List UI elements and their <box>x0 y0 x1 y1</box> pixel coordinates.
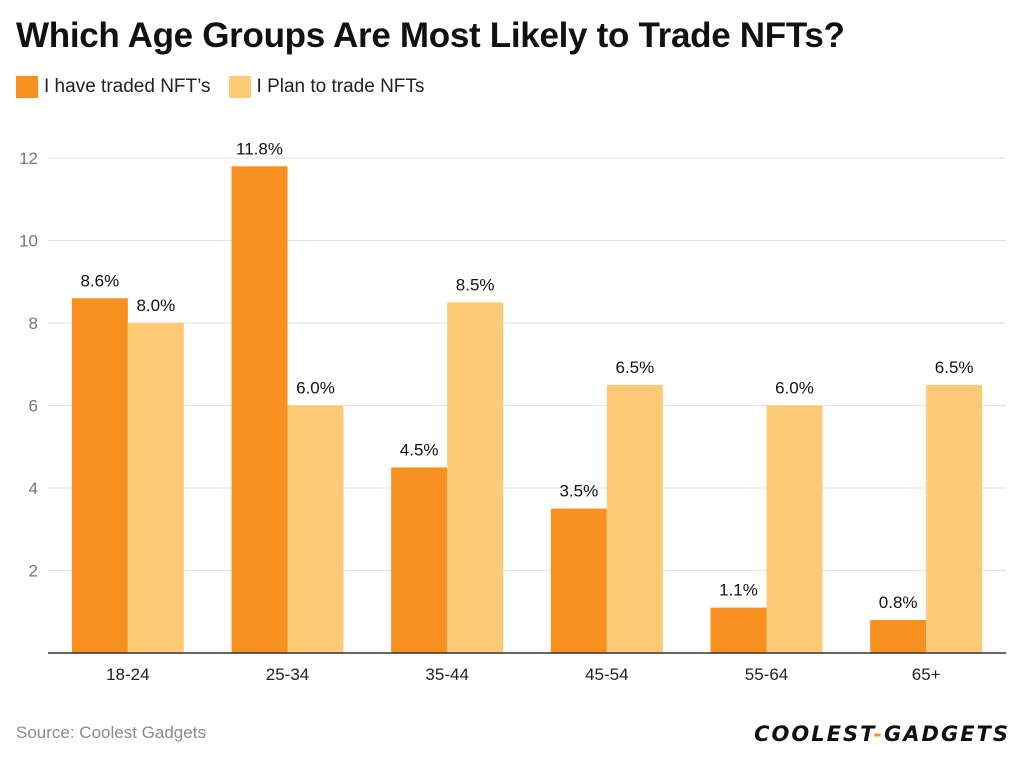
x-tick-label: 65+ <box>912 665 941 684</box>
data-label: 6.5% <box>615 358 654 377</box>
x-tick-label: 18-24 <box>106 665 149 684</box>
bar-plan <box>127 323 184 653</box>
logo-text-left: COOLEST <box>754 722 874 746</box>
y-tick-label: 12 <box>19 149 38 168</box>
legend-label-plan: I Plan to trade NFTs <box>256 76 425 97</box>
bar-plan <box>926 384 983 653</box>
y-tick-label: 6 <box>29 397 38 416</box>
data-label: 1.1% <box>719 581 758 600</box>
x-tick-label: 45-54 <box>585 665 628 684</box>
data-label: 6.5% <box>935 358 974 377</box>
data-label: 11.8% <box>236 139 283 158</box>
data-label: 8.5% <box>456 275 495 294</box>
x-tick-label: 35-44 <box>425 665 468 684</box>
data-label: 6.0% <box>775 379 814 398</box>
data-label: 4.5% <box>400 440 439 459</box>
logo-separator: - <box>873 722 885 746</box>
data-label: 8.0% <box>136 296 175 315</box>
chart-title: Which Age Groups Are Most Likely to Trad… <box>16 16 845 55</box>
legend-label-traded: I have traded NFT’s <box>44 76 211 97</box>
y-tick-label: 10 <box>19 232 38 251</box>
legend-item-plan: I Plan to trade NFTs <box>228 76 425 98</box>
y-tick-label: 8 <box>29 314 38 333</box>
legend-item-traded: I have traded NFT’s <box>16 76 211 98</box>
logo-text-right: GADGETS <box>884 722 1010 746</box>
x-tick-label: 55-64 <box>745 665 788 684</box>
legend: I have traded NFT’s I Plan to trade NFTs <box>16 76 442 98</box>
bar-traded <box>710 607 767 653</box>
bar-plan <box>606 384 663 653</box>
data-label: 8.6% <box>80 271 119 290</box>
bar-plan <box>766 405 823 653</box>
bar-traded <box>71 298 128 653</box>
data-label: 3.5% <box>559 482 598 501</box>
y-tick-label: 4 <box>29 479 38 498</box>
bar-plan <box>447 302 504 653</box>
data-label: 6.0% <box>296 379 335 398</box>
bar-traded <box>231 166 288 653</box>
coolest-gadgets-logo: COOLEST-GADGETS <box>754 722 1010 746</box>
bar-traded <box>550 508 607 653</box>
y-tick-label: 2 <box>29 562 38 581</box>
bar-plan <box>287 405 344 653</box>
bar-traded <box>870 620 927 653</box>
data-label: 0.8% <box>879 593 918 612</box>
x-tick-label: 25-34 <box>266 665 309 684</box>
legend-swatch-traded <box>16 76 38 98</box>
source-note: Source: Coolest Gadgets <box>16 723 206 742</box>
bar-traded <box>391 467 448 653</box>
legend-swatch-plan <box>228 76 251 98</box>
